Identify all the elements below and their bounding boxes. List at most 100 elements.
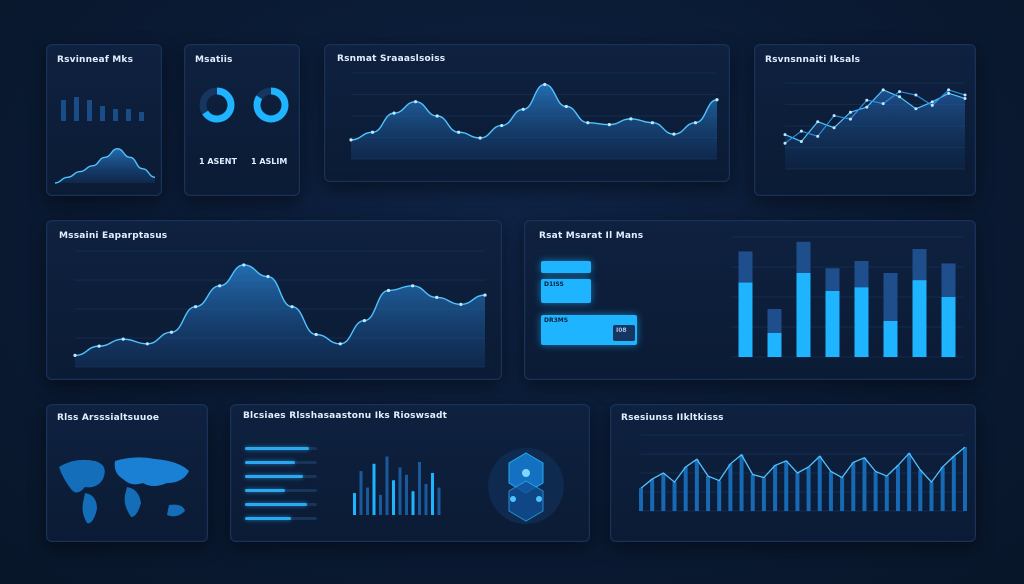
bar[interactable] bbox=[907, 453, 912, 511]
card-mixed[interactable]: Blcsiaes Rlsshasaastonu Iks Rioswsadt bbox=[230, 404, 590, 542]
data-point[interactable] bbox=[521, 107, 525, 111]
data-point[interactable] bbox=[483, 293, 487, 297]
bar[interactable] bbox=[672, 482, 677, 511]
data-point[interactable] bbox=[881, 88, 885, 92]
data-point[interactable] bbox=[783, 133, 787, 137]
data-point[interactable] bbox=[629, 117, 633, 121]
data-point[interactable] bbox=[73, 353, 77, 357]
bar[interactable] bbox=[739, 454, 744, 511]
data-point[interactable] bbox=[500, 123, 504, 128]
bar[interactable] bbox=[717, 480, 722, 511]
card-area-trend-top[interactable]: Rsnmat Sraaaslsoiss bbox=[324, 44, 730, 182]
card-line-compare[interactable]: Rsvnsnnaiti Iksals bbox=[754, 44, 976, 196]
data-point[interactable] bbox=[898, 90, 902, 94]
data-point[interactable] bbox=[457, 130, 461, 134]
card-main-area[interactable]: Mssaini Eaparptasus bbox=[46, 220, 502, 380]
data-point[interactable] bbox=[97, 344, 101, 348]
bar[interactable] bbox=[706, 476, 711, 511]
bar[interactable] bbox=[694, 459, 699, 511]
bar[interactable] bbox=[61, 100, 66, 121]
data-point[interactable] bbox=[865, 98, 869, 102]
bar[interactable] bbox=[424, 483, 428, 515]
data-point[interactable] bbox=[370, 130, 375, 134]
card-tiles-bars[interactable]: Rsat Msarat Il Mans D1ISS DR3MS I08 bbox=[524, 220, 976, 380]
data-point[interactable] bbox=[386, 288, 391, 293]
data-point[interactable] bbox=[816, 134, 820, 138]
data-point[interactable] bbox=[435, 295, 439, 299]
data-point[interactable] bbox=[242, 263, 246, 267]
data-point[interactable] bbox=[848, 110, 852, 114]
bar[interactable] bbox=[437, 487, 441, 515]
data-point[interactable] bbox=[848, 117, 852, 121]
bar-segment[interactable] bbox=[854, 287, 869, 357]
card-wave-bars[interactable]: Rsesiunss IIkltkisss bbox=[610, 404, 976, 542]
data-point[interactable] bbox=[338, 342, 342, 346]
bar[interactable] bbox=[650, 479, 655, 511]
bar[interactable] bbox=[418, 461, 421, 515]
bar[interactable] bbox=[806, 466, 811, 511]
bar[interactable] bbox=[750, 474, 755, 511]
bar[interactable] bbox=[795, 473, 800, 511]
bar[interactable] bbox=[392, 480, 395, 515]
data-point[interactable] bbox=[169, 330, 174, 334]
data-point[interactable] bbox=[411, 284, 415, 288]
data-point[interactable] bbox=[963, 93, 967, 97]
data-point[interactable] bbox=[865, 105, 869, 109]
data-point[interactable] bbox=[543, 82, 547, 87]
data-point[interactable] bbox=[607, 123, 611, 127]
data-point[interactable] bbox=[193, 305, 198, 309]
card-world-map[interactable]: Rlss Arsssialtsuuoe bbox=[46, 404, 208, 542]
data-point[interactable] bbox=[564, 104, 568, 109]
bar[interactable] bbox=[113, 109, 118, 121]
bar-segment[interactable] bbox=[883, 321, 898, 357]
card-revenue-small[interactable]: Rsvinneaf Mks bbox=[46, 44, 162, 196]
data-point[interactable] bbox=[914, 93, 918, 97]
bar[interactable] bbox=[372, 463, 376, 515]
bar[interactable] bbox=[951, 456, 956, 511]
bar[interactable] bbox=[683, 466, 688, 511]
bar[interactable] bbox=[940, 466, 945, 511]
data-point[interactable] bbox=[963, 96, 967, 100]
data-point[interactable] bbox=[799, 139, 803, 143]
data-point[interactable] bbox=[914, 107, 918, 111]
data-point[interactable] bbox=[459, 302, 463, 306]
bar[interactable] bbox=[761, 477, 766, 511]
bar[interactable] bbox=[405, 474, 408, 515]
data-point[interactable] bbox=[121, 337, 125, 341]
data-point[interactable] bbox=[218, 284, 222, 288]
bar[interactable] bbox=[431, 472, 434, 515]
bar[interactable] bbox=[963, 447, 967, 511]
card-metrics-donuts[interactable]: Msatiis 1 ASENT 1 ASLIM bbox=[184, 44, 300, 196]
bar-segment[interactable] bbox=[796, 273, 811, 357]
bar[interactable] bbox=[353, 493, 356, 515]
bar[interactable] bbox=[639, 488, 643, 511]
data-point[interactable] bbox=[715, 98, 719, 102]
data-point[interactable] bbox=[314, 332, 318, 337]
data-point[interactable] bbox=[349, 138, 353, 142]
data-point[interactable] bbox=[435, 114, 439, 118]
bar[interactable] bbox=[74, 97, 79, 121]
data-point[interactable] bbox=[881, 102, 885, 106]
bar-segment[interactable] bbox=[912, 280, 927, 357]
data-point[interactable] bbox=[898, 95, 902, 99]
data-point[interactable] bbox=[832, 114, 836, 118]
data-point[interactable] bbox=[930, 100, 934, 104]
bar-segment[interactable] bbox=[767, 333, 782, 357]
bar[interactable] bbox=[398, 467, 402, 515]
bar[interactable] bbox=[817, 456, 822, 511]
bar[interactable] bbox=[366, 487, 369, 515]
bar[interactable] bbox=[661, 473, 666, 511]
data-point[interactable] bbox=[392, 111, 396, 115]
data-point[interactable] bbox=[145, 342, 149, 346]
data-point[interactable] bbox=[266, 274, 270, 279]
bar[interactable] bbox=[784, 460, 789, 511]
bar[interactable] bbox=[379, 494, 382, 515]
data-point[interactable] bbox=[799, 129, 803, 133]
metric-tile-1[interactable] bbox=[541, 261, 591, 273]
data-point[interactable] bbox=[930, 103, 934, 107]
data-point[interactable] bbox=[362, 319, 367, 323]
data-point[interactable] bbox=[672, 132, 676, 136]
data-point[interactable] bbox=[947, 88, 951, 92]
bar[interactable] bbox=[862, 457, 867, 511]
bar[interactable] bbox=[840, 477, 845, 511]
